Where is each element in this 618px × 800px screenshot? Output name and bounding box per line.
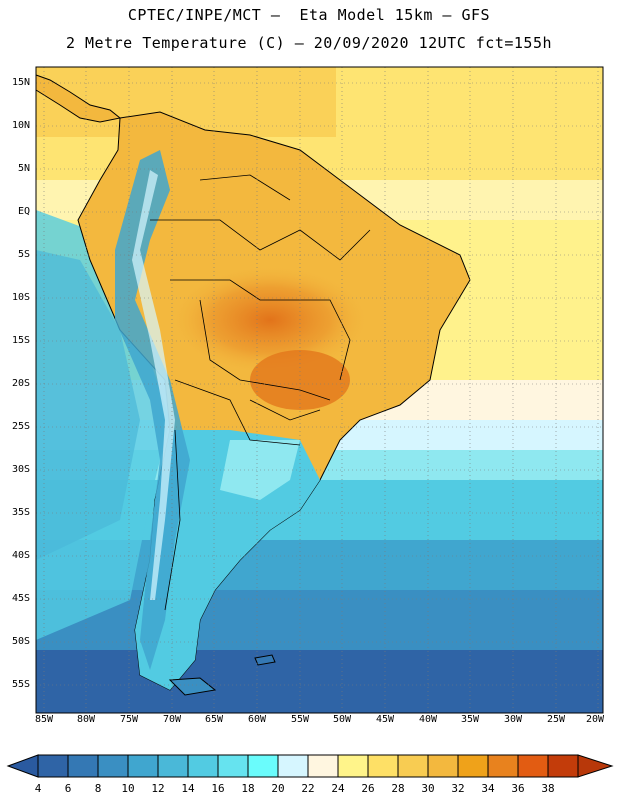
lon-label: 60W [247, 714, 267, 725]
map-subtitle: 2 Metre Temperature (C) – 20/09/2020 12U… [65, 34, 553, 52]
colorbar-swatch [427, 754, 459, 778]
colorbar-swatch [397, 754, 429, 778]
lat-label: 55S [11, 679, 30, 690]
colorbar-label: 14 [181, 782, 195, 795]
colorbar-label: 34 [481, 782, 495, 795]
lat-label: 40S [11, 550, 30, 561]
lon-label: 70W [162, 714, 182, 725]
colorbar-swatch [277, 754, 309, 778]
lat-label: 50S [11, 636, 30, 647]
colorbar-swatch [337, 754, 369, 778]
colorbar-label: 28 [391, 782, 405, 795]
lon-label: 75W [119, 714, 139, 725]
lat-label: 25S [11, 421, 30, 432]
lon-label: 45W [375, 714, 395, 725]
lat-label: 10S [11, 292, 30, 303]
lon-label: 85W [34, 714, 54, 725]
colorbar-swatch [187, 754, 219, 778]
colorbar-label: 6 [64, 782, 72, 795]
colorbar-swatch [157, 754, 189, 778]
colorbar-high-arrow [577, 754, 614, 778]
colorbar-swatch [127, 754, 159, 778]
colorbar-label: 18 [241, 782, 255, 795]
colorbar-label: 12 [151, 782, 165, 795]
map-title: CPTEC/INPE/MCT – Eta Model 15km – GFS [127, 6, 491, 24]
colorbar-swatch [517, 754, 549, 778]
lon-label: 55W [290, 714, 310, 725]
lon-label: 40W [418, 714, 438, 725]
lat-label: 30S [11, 464, 30, 475]
colorbar-label: 38 [541, 782, 555, 795]
lat-label: 15S [11, 335, 30, 346]
colorbar-label: 8 [94, 782, 102, 795]
lon-label: 30W [503, 714, 523, 725]
lon-label: 50W [332, 714, 352, 725]
colorbar-swatch [487, 754, 519, 778]
color-scale-legend [6, 754, 614, 778]
lat-label: 5S [17, 249, 30, 260]
colorbar-swatch [247, 754, 279, 778]
lat-label: 45S [11, 593, 30, 604]
lon-label: 20W [585, 714, 605, 725]
colorbar-swatch [37, 754, 69, 778]
colorbar-swatch [97, 754, 129, 778]
colorbar-swatch [217, 754, 249, 778]
colorbar-low-arrow [6, 754, 39, 778]
colorbar-label: 22 [301, 782, 315, 795]
colorbar-swatch [367, 754, 399, 778]
lon-label: 80W [76, 714, 96, 725]
lon-label: 35W [460, 714, 480, 725]
map-frame [35, 66, 604, 714]
lat-label: 20S [11, 378, 30, 389]
colorbar-label: 4 [34, 782, 42, 795]
lat-label: 5N [17, 163, 30, 174]
colorbar-label: 24 [331, 782, 345, 795]
colorbar-label: 32 [451, 782, 465, 795]
colorbar-label: 16 [211, 782, 225, 795]
colorbar-swatch [547, 754, 579, 778]
lat-label: EQ [17, 206, 30, 217]
colorbar-label: 26 [361, 782, 375, 795]
lat-label: 15N [11, 77, 30, 88]
colorbar-swatch [67, 754, 99, 778]
lon-label: 25W [546, 714, 566, 725]
colorbar-label: 36 [511, 782, 525, 795]
colorbar-swatch [307, 754, 339, 778]
lon-label: 65W [204, 714, 224, 725]
colorbar-label: 20 [271, 782, 285, 795]
lat-label: 10N [11, 120, 30, 131]
lat-label: 35S [11, 507, 30, 518]
colorbar-label: 30 [421, 782, 435, 795]
colorbar-label: 10 [121, 782, 135, 795]
colorbar-swatch [457, 754, 489, 778]
